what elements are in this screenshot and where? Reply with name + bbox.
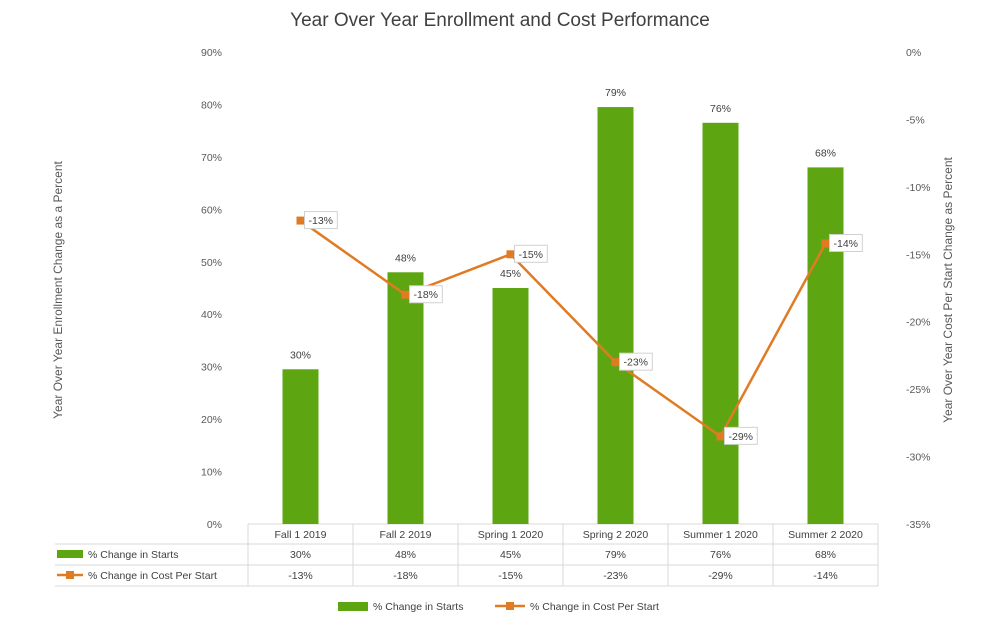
bar-data-label: 79% (605, 87, 626, 99)
y-right-tick-label: 0% (906, 47, 921, 59)
bar (282, 369, 319, 524)
bar-data-label: 48% (395, 252, 416, 264)
line-point (821, 239, 830, 248)
y-left-tick-label: 60% (201, 204, 222, 216)
table-cell: 68% (815, 549, 836, 561)
legend-line-marker (506, 602, 514, 610)
bar-data-label: 76% (710, 103, 731, 115)
bar (492, 288, 529, 524)
table-row-label: % Change in Cost Per Start (88, 570, 217, 582)
y-right-tick-label: -10% (906, 182, 931, 194)
line-data-label-box (304, 211, 338, 230)
y-left-tick-label: 80% (201, 99, 222, 111)
table-legend-bar-swatch (57, 550, 83, 558)
table-cell: -18% (393, 570, 418, 582)
chart-title: Year Over Year Enrollment and Cost Perfo… (290, 10, 710, 31)
y-right-tick-label: -20% (906, 317, 931, 329)
line-data-label: -14% (834, 238, 859, 250)
table-cell: -23% (603, 570, 628, 582)
category-label: Spring 2 2020 (583, 529, 649, 541)
line-data-label-box (724, 426, 758, 445)
table-cell: 79% (605, 549, 626, 561)
bar (807, 167, 844, 524)
cost-series-line (299, 219, 827, 439)
y-right-tick-label: -30% (906, 452, 931, 464)
line-point (506, 250, 515, 259)
y-right-tick-label: -5% (906, 114, 925, 126)
line-point (716, 432, 725, 441)
y-right-tick-label: -15% (906, 249, 931, 261)
y-left-tick-label: 70% (201, 152, 222, 164)
table-row-label: % Change in Starts (88, 549, 178, 561)
line-data-label: -18% (414, 289, 439, 301)
category-label: Spring 1 2020 (478, 529, 544, 541)
line-data-label-box (409, 285, 443, 304)
category-label: Fall 1 2019 (275, 529, 327, 541)
line-data-label-box (619, 352, 653, 371)
y-left-tick-label: 20% (201, 414, 222, 426)
table-cell: -29% (708, 570, 733, 582)
line-data-label-box (829, 233, 863, 252)
table-cell: 30% (290, 549, 311, 561)
y-left-tick-label: 50% (201, 257, 222, 269)
y-right-tick-label: -25% (906, 384, 931, 396)
table-cell: -15% (498, 570, 523, 582)
table-cell: -14% (813, 570, 838, 582)
category-label: Summer 1 2020 (683, 529, 758, 541)
bar-data-label: 68% (815, 147, 836, 159)
bar (702, 122, 739, 525)
category-label: Fall 2 2019 (380, 529, 432, 541)
category-label: Summer 2 2020 (788, 529, 863, 541)
legend-bar-swatch (338, 602, 368, 611)
table-legend-line-marker (66, 571, 74, 579)
line-data-label: -15% (519, 249, 544, 261)
y-left-tick-label: 10% (201, 467, 222, 479)
line-point (296, 216, 305, 225)
line-data-label-box (514, 244, 548, 263)
line-data-label: -29% (729, 431, 754, 443)
y-left-tick-label: 0% (207, 519, 222, 531)
table-cell: 45% (500, 549, 521, 561)
table-cell: -13% (288, 570, 313, 582)
y-left-tick-label: 90% (201, 47, 222, 59)
y-left-tick-label: 30% (201, 362, 222, 374)
table-cell: 76% (710, 549, 731, 561)
y-left-tick-label: 40% (201, 309, 222, 321)
bar-data-label: 45% (500, 268, 521, 280)
bar (597, 107, 634, 525)
legend-label: % Change in Starts (373, 601, 463, 613)
legend-label: % Change in Cost Per Start (530, 601, 659, 613)
line-point (611, 358, 620, 367)
bar-data-label: 30% (290, 349, 311, 361)
bar (387, 272, 424, 524)
line-data-label: -13% (309, 215, 334, 227)
table-cell: 48% (395, 549, 416, 561)
line-data-label: -23% (624, 357, 649, 369)
y-right-tick-label: -35% (906, 519, 931, 531)
line-point (401, 290, 410, 299)
